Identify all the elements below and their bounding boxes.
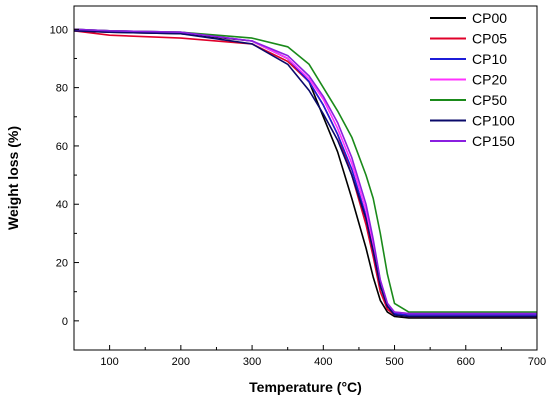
x-tick-label: 300 <box>243 356 261 368</box>
y-axis: 0 20 40 60 80 100 <box>50 24 79 328</box>
y-tick-label: 60 <box>56 141 68 153</box>
y-tick-label: 0 <box>62 316 68 328</box>
legend-label: CP10 <box>472 51 507 67</box>
x-tick-label: 600 <box>457 356 475 368</box>
series-line-cp00 <box>73 30 537 319</box>
x-tick-label: 700 <box>528 356 546 368</box>
legend-label: CP20 <box>472 72 507 88</box>
plot-frame <box>73 5 538 351</box>
legend-label: CP00 <box>472 10 507 26</box>
series-line-cp150 <box>73 28 537 315</box>
y-tick-label: 40 <box>56 199 68 211</box>
series-line-cp05 <box>73 30 537 318</box>
x-axis: 100 200 300 400 500 600 700 <box>73 345 546 368</box>
plot-lines <box>73 28 537 319</box>
y-tick-label: 100 <box>50 24 68 36</box>
x-axis-title: Temperature (°C) <box>249 379 362 395</box>
x-tick-label: 100 <box>100 356 118 368</box>
legend-label: CP50 <box>472 92 507 108</box>
legend-label: CP150 <box>472 133 515 149</box>
series-line-cp50 <box>73 28 537 313</box>
legend: CP00 CP05 CP10 CP20 CP50 CP100 CP150 <box>430 10 515 149</box>
legend-label: CP100 <box>472 113 515 129</box>
series-line-cp100 <box>73 30 537 318</box>
x-tick-label: 400 <box>314 356 332 368</box>
x-tick-label: 500 <box>385 356 403 368</box>
y-tick-label: 80 <box>56 83 68 95</box>
legend-label: CP05 <box>472 31 507 47</box>
y-tick-label: 20 <box>56 258 68 270</box>
x-tick-label: 200 <box>172 356 190 368</box>
y-axis-title: Weight loss (%) <box>5 126 21 230</box>
